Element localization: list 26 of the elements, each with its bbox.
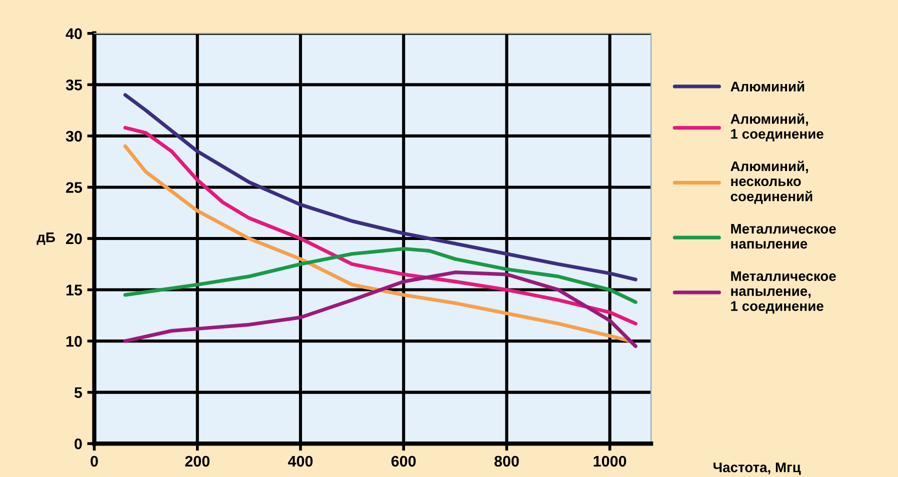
- y-tick-label: 5: [74, 387, 82, 398]
- legend-label: Алюминий, 1 соединение: [730, 113, 824, 142]
- y-tick-label: 25: [66, 182, 82, 193]
- line-series: [123, 93, 638, 282]
- x-tick-label: 0: [90, 456, 98, 467]
- line-series: [123, 126, 638, 326]
- x-axis-title: Частота, Мгц: [714, 462, 801, 475]
- y-tick-label: 20: [66, 233, 82, 244]
- line-series: [123, 246, 638, 304]
- y-axis-title: дБ: [36, 232, 55, 245]
- x-tick-label: 200: [185, 456, 210, 467]
- legend-label: Металлическое напыление, 1 соединение: [731, 271, 836, 314]
- y-tick-label: 10: [66, 336, 82, 347]
- y-tick-label: 35: [66, 80, 82, 90]
- y-tick-label: 40: [66, 28, 82, 40]
- legend-label: Металлическое напыление: [731, 224, 836, 249]
- legend-label: Алюминий: [730, 80, 804, 92]
- x-tick-label: 600: [391, 456, 416, 467]
- x-tick-label: 800: [494, 456, 519, 467]
- y-tick-label: 0: [74, 438, 82, 450]
- x-tick-label: 1000: [594, 456, 626, 467]
- y-tick-label: 15: [66, 284, 82, 296]
- y-tick-label: 30: [66, 130, 82, 142]
- legend-label: Алюминий, несколько соединений: [730, 160, 812, 204]
- x-tick-label: 400: [288, 456, 313, 467]
- line-series: [123, 270, 638, 348]
